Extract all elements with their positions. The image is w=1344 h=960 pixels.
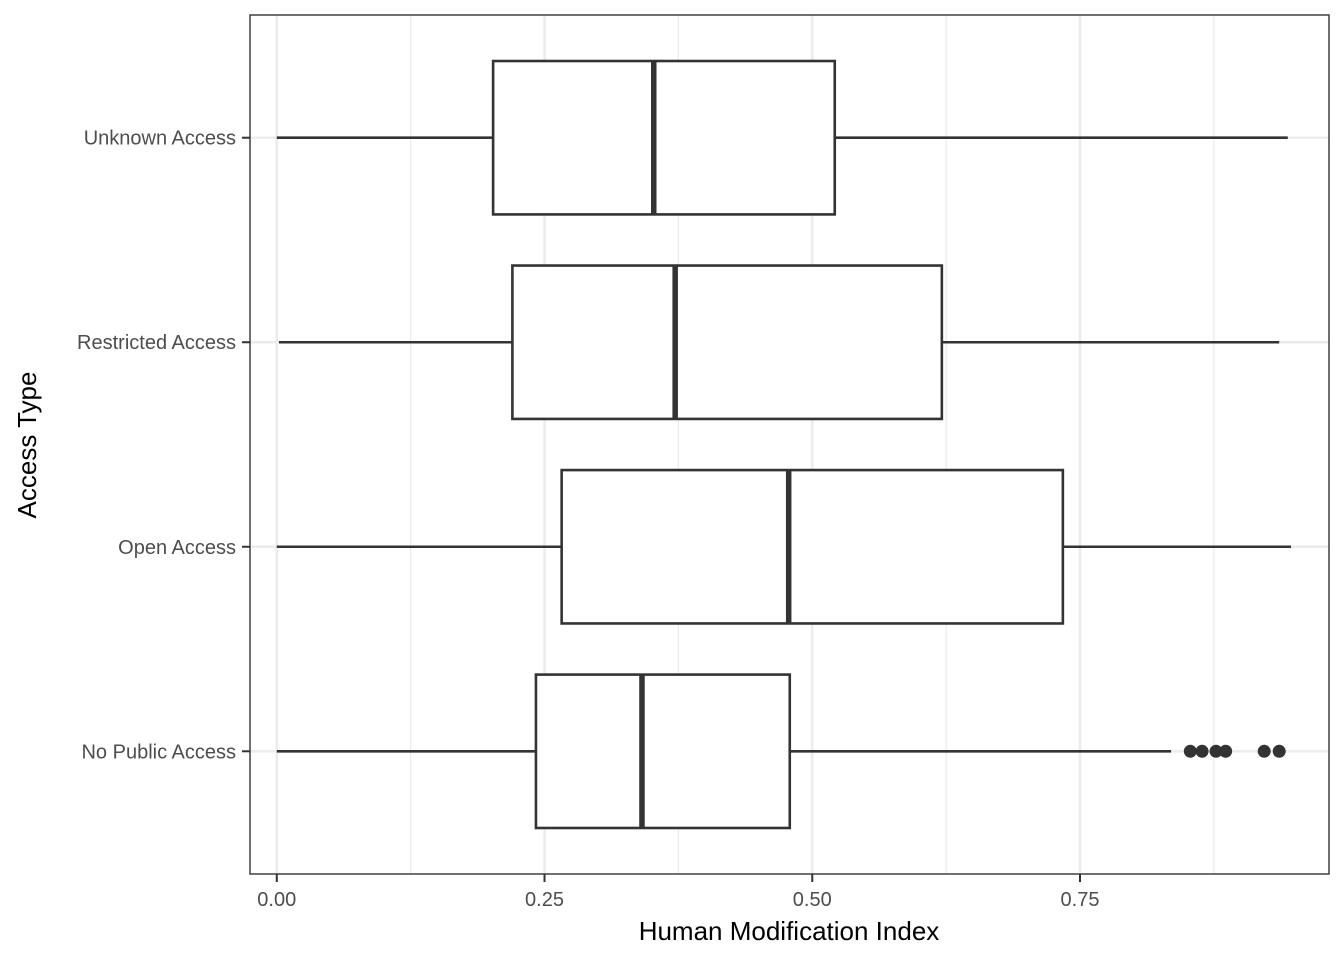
x-axis-title: Human Modification Index bbox=[639, 916, 940, 946]
box-group bbox=[276, 59, 1288, 216]
y-tick-label: No Public Access bbox=[81, 741, 236, 763]
box bbox=[511, 264, 944, 421]
axis-layer: 0.00 0.25 0.50 0.75 No Public Access Open Acc… bbox=[77, 128, 1099, 911]
outlier-point bbox=[1272, 744, 1286, 758]
x-tick-label: 0.00 bbox=[257, 889, 296, 911]
plot-panel-border bbox=[249, 14, 1330, 875]
outlier-point bbox=[1195, 744, 1209, 758]
x-tick-label: 0.75 bbox=[1061, 889, 1100, 911]
box-group bbox=[276, 468, 1291, 625]
box bbox=[560, 468, 1065, 625]
x-tick-label: 0.50 bbox=[793, 889, 832, 911]
outlier-point bbox=[1183, 744, 1197, 758]
y-axis-title: Access Type bbox=[12, 372, 42, 519]
y-tick-label: Unknown Access bbox=[84, 128, 236, 150]
outlier-point bbox=[1209, 744, 1223, 758]
box-group bbox=[276, 673, 1286, 830]
x-tick-label: 0.25 bbox=[525, 889, 564, 911]
outlier-point bbox=[1257, 744, 1271, 758]
box-layer bbox=[276, 59, 1291, 830]
box bbox=[534, 673, 792, 830]
outlier-point bbox=[1219, 744, 1233, 758]
box bbox=[491, 59, 837, 216]
box-group bbox=[278, 264, 1280, 421]
y-tick-label: Restricted Access bbox=[77, 332, 236, 354]
y-tick-label: Open Access bbox=[118, 537, 236, 559]
